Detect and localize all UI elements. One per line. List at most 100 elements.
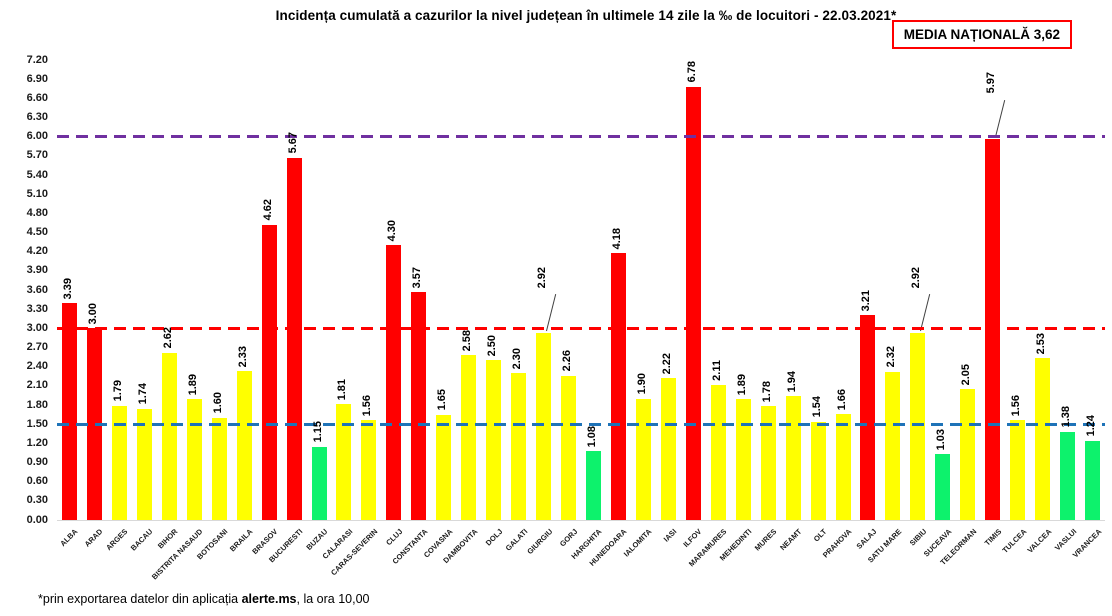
bar-covasna (436, 414, 452, 520)
bar-valcea (1035, 358, 1051, 520)
threshold-line-3-00 (57, 326, 1105, 330)
bar-arges (111, 405, 127, 520)
x-axis-line (57, 520, 1105, 521)
bar-suceava (935, 454, 951, 520)
value-label-satu-mare: 2.32 (885, 346, 898, 368)
bar-brasov (261, 224, 277, 520)
bar-giurgiu (536, 333, 552, 520)
y-axis-tick-label: 3.60 (26, 283, 48, 296)
value-label-alba: 3.39 (61, 278, 74, 300)
value-label-dolj: 2.50 (486, 334, 499, 357)
value-label-iasi: 2.22 (660, 352, 673, 375)
value-label-hunedoara: 4.18 (610, 227, 623, 249)
bar-constanta (411, 291, 427, 520)
bar-bihor (161, 352, 177, 520)
y-axis-tick-label: 7.20 (26, 53, 48, 66)
y-axis-tick-label: 2.40 (26, 360, 48, 373)
value-label-buzau: 1.15 (311, 421, 324, 443)
value-label-prahova: 1.66 (835, 388, 848, 410)
value-label-mehedinti: 1.89 (735, 373, 748, 396)
threshold-line-1-50 (57, 422, 1105, 426)
value-label-vrancea: 1.24 (1085, 415, 1098, 437)
bar-braila (236, 371, 252, 520)
bar-olt (810, 421, 826, 520)
bar-dolj (486, 360, 502, 520)
value-label-mures: 1.78 (760, 380, 773, 403)
value-label-ialomita: 1.90 (635, 373, 648, 395)
y-axis-tick-label: 1.80 (26, 398, 48, 411)
y-axis-tick-label: 3.00 (26, 321, 48, 334)
value-label-tulcea: 1.56 (1010, 394, 1023, 417)
value-label-ilfov: 6.78 (685, 61, 698, 83)
bar-calarasi (336, 404, 352, 520)
y-axis-tick-label: 5.40 (26, 168, 48, 181)
value-label-cluj: 4.30 (386, 219, 399, 242)
chart-title: Incidența cumulată a cazurilor la nivel … (275, 8, 897, 23)
value-label-salaj: 3.21 (860, 289, 873, 311)
bar-maramures (710, 385, 726, 520)
value-label-harghita: 1.08 (585, 425, 598, 447)
y-axis-tick-label: 4.50 (26, 226, 48, 238)
value-label-bucuresti: 5.67 (286, 132, 299, 154)
y-axis-tick-label: 0.60 (26, 475, 48, 488)
value-label-brasov: 4.62 (261, 199, 274, 221)
y-axis-tick-label: 4.80 (26, 206, 48, 219)
y-axis-tick-label: 5.70 (26, 149, 48, 162)
value-label-giurgiu: 2.92 (536, 267, 549, 289)
y-axis-tick-label: 6.60 (26, 91, 48, 104)
bar-bistrita-nasaud (186, 399, 202, 520)
footnote-prefix: *prin exportarea datelor din aplicația (38, 592, 242, 606)
value-label-teleorman: 2.05 (960, 363, 973, 386)
y-axis-tick-label: 5.10 (26, 187, 48, 200)
bar-alba (61, 303, 77, 520)
bar-galati (511, 373, 527, 520)
bar-ilfov (685, 86, 701, 520)
bar-sibiu (910, 333, 926, 520)
bar-tulcea (1010, 420, 1026, 520)
y-axis-tick-label: 1.50 (26, 417, 48, 430)
bar-buzau (311, 446, 327, 520)
y-axis-tick-label: 6.00 (26, 130, 48, 143)
bar-harghita (585, 451, 601, 520)
bar-vaslui (1060, 431, 1076, 520)
bar-botosani (211, 417, 227, 520)
value-label-bacau: 1.74 (136, 383, 149, 405)
y-axis-tick-label: 0.30 (26, 494, 48, 507)
bar-bucuresti (286, 157, 302, 520)
y-axis-tick-label: 2.70 (26, 341, 48, 353)
value-label-arad: 3.00 (86, 302, 99, 325)
value-label-dambovita: 2.58 (461, 329, 474, 352)
bar-satu-mare (885, 371, 901, 520)
y-axis-tick-label: 0.90 (26, 456, 48, 468)
value-label-galati: 2.30 (511, 347, 524, 370)
footnote-app-name: alerte.ms (241, 592, 297, 606)
bar-dambovita (461, 355, 477, 520)
value-label-covasna: 1.65 (436, 389, 449, 411)
value-label-calarasi: 1.81 (336, 378, 349, 401)
value-label-caras-severin: 1.56 (361, 394, 374, 417)
value-label-constanta: 3.57 (411, 266, 424, 288)
footnote-suffix: , la ora 10,00 (296, 592, 370, 606)
threshold-line-6-00 (57, 135, 1105, 139)
value-label-neamt: 1.94 (785, 370, 798, 393)
bar-salaj (860, 314, 876, 520)
bar-hunedoara (610, 252, 626, 520)
bar-iasi (660, 378, 676, 520)
value-label-olt: 1.54 (810, 396, 823, 418)
bar-mehedinti (735, 399, 751, 520)
value-label-arges: 1.79 (111, 380, 124, 402)
bar-caras-severin (361, 420, 377, 520)
value-label-sibiu: 2.92 (910, 267, 923, 289)
y-axis-tick-label: 4.20 (26, 245, 48, 258)
bar-vrancea (1085, 440, 1101, 520)
national-average-badge: MEDIA NAȚIONALĂ 3,62 (891, 20, 1072, 49)
value-label-gorj: 2.26 (561, 350, 574, 372)
value-label-maramures: 2.11 (710, 360, 723, 382)
y-axis-tick-label: 1.20 (26, 436, 48, 449)
y-axis-tick-label: 3.30 (26, 302, 48, 315)
value-label-botosani: 1.60 (211, 392, 224, 414)
bar-bacau (136, 408, 152, 520)
bar-neamt (785, 396, 801, 520)
